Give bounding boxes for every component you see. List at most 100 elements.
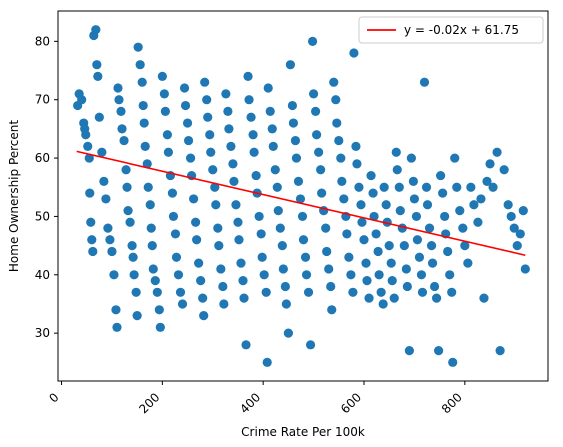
- scatter-point: [267, 124, 277, 134]
- scatter-point: [133, 42, 143, 52]
- scatter-point: [422, 200, 433, 210]
- scatter-point: [154, 305, 164, 315]
- scatter-point: [224, 124, 234, 134]
- scatter-point: [506, 211, 516, 222]
- scatter-point: [416, 270, 427, 280]
- scatter-point: [77, 95, 87, 105]
- scatter-point: [87, 235, 97, 245]
- scatter-point: [152, 287, 162, 297]
- scatter-point: [182, 118, 193, 128]
- legend-label: y = -0.02x + 61.75: [404, 23, 519, 37]
- scatter-point: [440, 211, 450, 222]
- scatter-point: [337, 176, 347, 187]
- scatter-point: [326, 281, 336, 292]
- scatter-point: [127, 241, 137, 251]
- scatter-point: [246, 112, 256, 122]
- y-tick-label: 30: [35, 326, 50, 340]
- scatter-point: [146, 223, 156, 233]
- scatter-point: [216, 264, 226, 274]
- scatter-point: [460, 241, 470, 251]
- scatter-point: [194, 258, 204, 268]
- scatter-point: [229, 176, 239, 187]
- scatter-point: [205, 130, 215, 140]
- scatter-point: [179, 83, 190, 93]
- scatter-point: [409, 194, 420, 204]
- scatter-point: [399, 241, 409, 251]
- scatter-point: [81, 130, 91, 140]
- y-tick-label: 40: [35, 268, 50, 282]
- scatter-point: [163, 147, 173, 157]
- y-tick-label: 80: [35, 34, 50, 48]
- scatter-point: [431, 293, 442, 303]
- scatter-point: [147, 241, 157, 251]
- scatter-point: [436, 170, 446, 181]
- scatter-point: [314, 147, 324, 157]
- scatter-point: [336, 153, 346, 163]
- scatter-point: [101, 194, 111, 204]
- scatter-point: [402, 281, 412, 292]
- legend: y = -0.02x + 61.75: [358, 16, 544, 44]
- scatter-point: [248, 130, 258, 140]
- scatter-point: [196, 276, 206, 286]
- scatter-point: [214, 241, 224, 251]
- scatter-point: [99, 176, 109, 187]
- scatter-point: [128, 252, 138, 262]
- scatter-point: [324, 264, 334, 274]
- scatter-point: [351, 141, 361, 151]
- scatter-point: [142, 159, 152, 169]
- scatter-point: [262, 357, 272, 367]
- scatter-point: [421, 182, 432, 192]
- scatter-point: [259, 270, 269, 280]
- scatter-point: [401, 264, 411, 274]
- scatter-point: [322, 246, 332, 257]
- scatter-point: [349, 48, 359, 58]
- scatter-point: [121, 165, 131, 175]
- scatter-point: [364, 293, 374, 303]
- scatter-point: [261, 287, 271, 297]
- scatter-point: [391, 147, 401, 157]
- scatter-point: [160, 106, 170, 116]
- scatter-point: [334, 135, 344, 146]
- scatter-point: [312, 130, 322, 140]
- scatter-point: [256, 229, 266, 239]
- scatter-point: [111, 305, 121, 315]
- scatter-point: [157, 71, 167, 81]
- scatter-point: [162, 130, 172, 140]
- scatter-point: [378, 299, 388, 309]
- scatter-point: [275, 223, 285, 233]
- scatter-point: [270, 165, 280, 175]
- scatter-point: [515, 229, 525, 239]
- y-tick-label: 70: [35, 93, 50, 107]
- scatter-point: [91, 25, 101, 35]
- scatter-point: [450, 153, 460, 163]
- scatter-point: [192, 235, 202, 245]
- scatter-point: [123, 205, 133, 216]
- scatter-point: [348, 287, 358, 297]
- scatter-point: [307, 36, 318, 46]
- scatter-point: [404, 346, 414, 356]
- scatter-point: [427, 258, 438, 268]
- scatter-point: [424, 223, 435, 233]
- scatter-point: [132, 311, 142, 321]
- scatter-point: [236, 258, 246, 268]
- scatter-point: [327, 305, 337, 315]
- scatter-point: [202, 95, 212, 105]
- scatter-point: [479, 293, 489, 303]
- scatter-point: [150, 276, 160, 286]
- scatter-point: [167, 188, 178, 198]
- fit-line: [76, 150, 526, 257]
- scatter-point: [452, 182, 462, 192]
- scatter-point: [368, 188, 378, 198]
- scatter-point: [213, 223, 223, 233]
- scatter-point: [234, 235, 244, 245]
- scatter-point: [155, 322, 165, 332]
- scatter-point: [381, 200, 391, 210]
- scatter-point: [206, 147, 216, 157]
- scatter-point: [183, 135, 194, 146]
- scatter-point: [94, 112, 104, 122]
- scatter-point: [265, 106, 275, 116]
- scatter-point: [311, 106, 321, 116]
- scatter-point: [189, 194, 199, 204]
